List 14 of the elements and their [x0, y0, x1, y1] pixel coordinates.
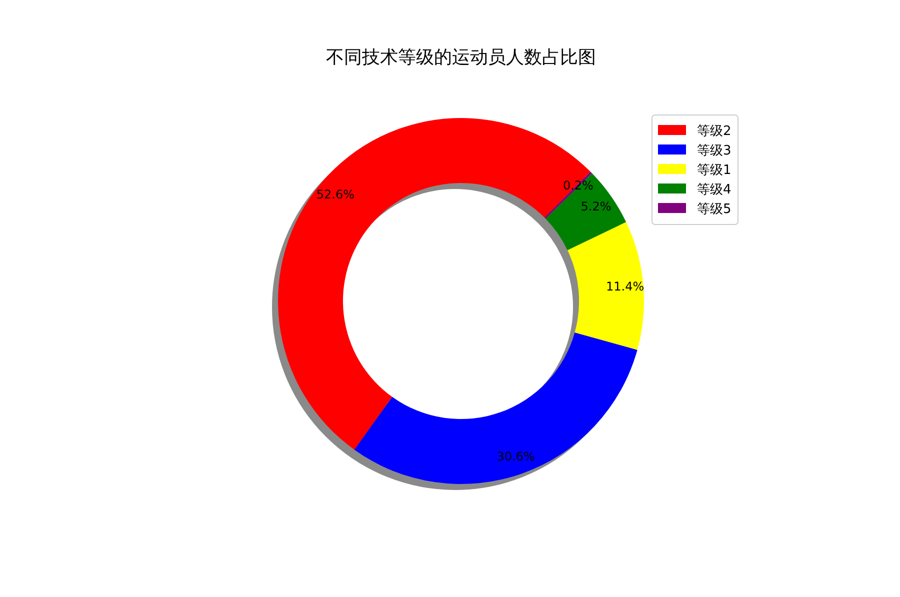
- legend-label: 等级5: [697, 202, 732, 217]
- donut-slice: [546, 173, 626, 250]
- legend-label: 等级4: [697, 182, 732, 198]
- data-label: 52.6%: [316, 187, 354, 202]
- data-label: 5.2%: [580, 200, 612, 214]
- data-label: 0.2%: [562, 178, 594, 192]
- data-label: 30.6%: [496, 449, 535, 464]
- donut-slice: [354, 332, 638, 484]
- legend-label: 等级1: [697, 163, 732, 178]
- legend-label: 等级3: [697, 144, 732, 158]
- data-label: 11.4%: [606, 280, 644, 294]
- donut-slice: [567, 222, 644, 350]
- legend-label: 等级2: [697, 124, 732, 139]
- chart-title: 不同技术等级的运动员人数占比图: [326, 47, 596, 68]
